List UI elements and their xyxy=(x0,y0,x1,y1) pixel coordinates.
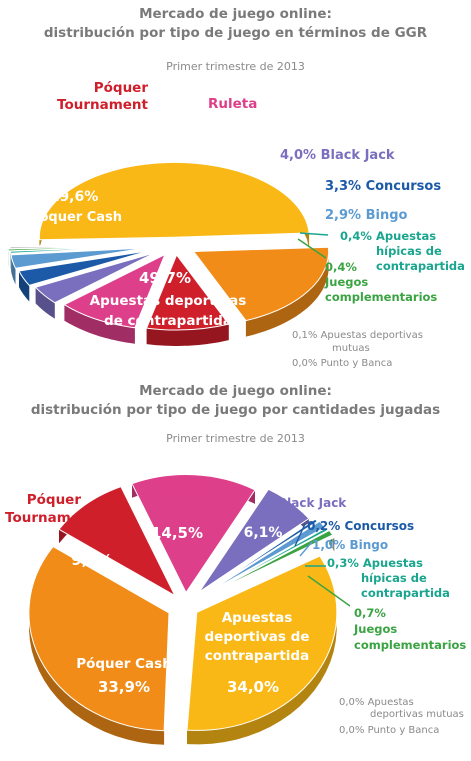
label-complementarios-line2: complementarios xyxy=(354,638,466,652)
label-poker-cash-value: 33,9% xyxy=(98,678,150,696)
label-hipicas-line3: contrapartida xyxy=(361,586,450,600)
label-ruleta: Ruleta xyxy=(208,96,257,112)
label-hipicas-line1: Apuestas xyxy=(376,229,436,243)
pie-slice-side xyxy=(333,535,334,551)
label-deportivas-value: 34,0% xyxy=(227,678,279,696)
label-deportivas-line1: Apuestas deportivas xyxy=(90,293,247,309)
pie-slice xyxy=(208,527,328,594)
label-deportivas-line2: de contrapartida xyxy=(104,313,232,329)
pie-slice xyxy=(192,246,330,322)
pie-slice xyxy=(18,250,150,286)
pie-slice-side xyxy=(245,247,329,337)
pie-slice-side xyxy=(11,254,16,285)
leader-line-complementarios xyxy=(307,575,351,607)
pie-slice-side xyxy=(29,546,165,745)
pie-slice xyxy=(7,245,144,252)
chart1-title-line1: Mercado de juego online: xyxy=(139,6,332,22)
pie-slice-side xyxy=(35,287,55,319)
leader-line-concursos xyxy=(294,523,306,547)
pie-slice xyxy=(10,247,146,269)
pie-slice xyxy=(28,545,170,732)
label-deportivas-value: 49,7% xyxy=(139,269,191,287)
label-mutuas-line2: deportivas mutuas xyxy=(370,709,464,720)
label-ruleta: Ruleta xyxy=(155,480,204,496)
label-black-jack: Black Jack xyxy=(278,496,347,510)
label-poker-tournament-line1: Póquer xyxy=(27,492,82,508)
chart1-subtitle: Primer trimestre de 2013 xyxy=(166,60,305,73)
label-poker-cash-value: 19,6% xyxy=(50,189,99,205)
pie-slice-side xyxy=(64,304,135,344)
label-deportivas-line1: Apuestas xyxy=(222,610,293,626)
pie-slice-side xyxy=(333,536,335,552)
label-mutuas-line1: 0,1% Apuestas deportivas xyxy=(292,330,423,341)
label-deportivas-line2: deportivas de xyxy=(205,629,310,645)
label-complementarios-line1: Juegos xyxy=(324,275,368,289)
label-poker-cash: Póquer Cash xyxy=(30,210,122,225)
pie-slice xyxy=(58,486,177,597)
label-black-jack-value: 6,1% xyxy=(244,525,283,541)
label-complementarios-line1: Juegos xyxy=(353,622,397,636)
label-concursos: 3,3% Concursos xyxy=(325,179,441,194)
pie-slice xyxy=(63,253,166,329)
pie-slice xyxy=(38,161,310,241)
label-complementarios-value: 0,7% xyxy=(354,606,386,620)
chart1-title-line2: distribución por tipo de juego en términ… xyxy=(43,25,428,41)
label-mutuas-line2: mutuas xyxy=(332,343,370,354)
pie-slice-side xyxy=(146,324,229,346)
pie-slice-side xyxy=(19,271,30,302)
pie-slice xyxy=(9,244,146,248)
pie-slice xyxy=(131,474,256,594)
pie-slice xyxy=(205,518,319,594)
label-ruleta-value: 14,5% xyxy=(151,524,203,542)
label-deportivas-line3: contrapartida xyxy=(205,648,309,664)
pie-slice xyxy=(198,488,310,593)
label-poker-tournament-line2: Tournament xyxy=(57,97,149,113)
label-black-jack: 4,0% Black Jack xyxy=(280,148,395,163)
chart2-pie: Ruleta 14,5% Póquer Tournament 9,2% Black Jac… xyxy=(5,474,466,745)
pie-slice xyxy=(207,520,326,593)
pie-slice xyxy=(210,529,334,594)
label-mutuas-line1: 0,0% Apuestas xyxy=(339,697,414,708)
leader-line-hipicas xyxy=(299,232,329,236)
chart2-title-line1: Mercado de juego online: xyxy=(139,383,332,399)
pie-slice-side xyxy=(187,556,337,745)
pie-slice xyxy=(186,555,338,731)
label-bingo: 2,9% Bingo xyxy=(325,208,408,223)
label-bingo: 1,0% Bingo xyxy=(312,538,388,552)
label-ruleta-value: 9,8% xyxy=(191,139,230,155)
chart2-title-line2: distribución por tipo de juego por canti… xyxy=(30,402,441,418)
leader-line-bingo xyxy=(299,541,313,557)
leader-line-complementarios xyxy=(297,238,327,259)
label-hipicas-line2: hípicas de xyxy=(376,244,442,258)
label-punto-banca: 0,0% Punto y Banca xyxy=(292,358,392,369)
label-poker-cash: Póquer Cash xyxy=(76,656,172,672)
label-hipicas-value: 0,4% xyxy=(340,229,372,243)
label-hipicas-line2: hípicas de xyxy=(361,571,427,585)
label-complementarios-line2: complementarios xyxy=(325,290,437,304)
label-complementarios-value: 0,4% xyxy=(325,260,357,274)
pie-slice xyxy=(145,253,230,331)
label-concursos: 0,2% Concursos xyxy=(307,519,414,533)
label-poker-tournament-value: 9,2% xyxy=(71,551,113,569)
label-hipicas-line3: contrapartida xyxy=(376,259,465,273)
pie-slice xyxy=(34,252,156,304)
label-poker-tournament-line1: Póquer xyxy=(94,80,149,96)
label-poker-tournament-value: 9,9% xyxy=(121,139,160,155)
label-poker-tournament-line2: Tournament xyxy=(5,510,97,526)
chart2-subtitle: Primer trimestre de 2013 xyxy=(166,432,305,445)
label-hipicas-line1: 0,3% Apuestas xyxy=(327,556,423,570)
label-punto-banca: 0,0% Punto y Banca xyxy=(339,725,439,736)
